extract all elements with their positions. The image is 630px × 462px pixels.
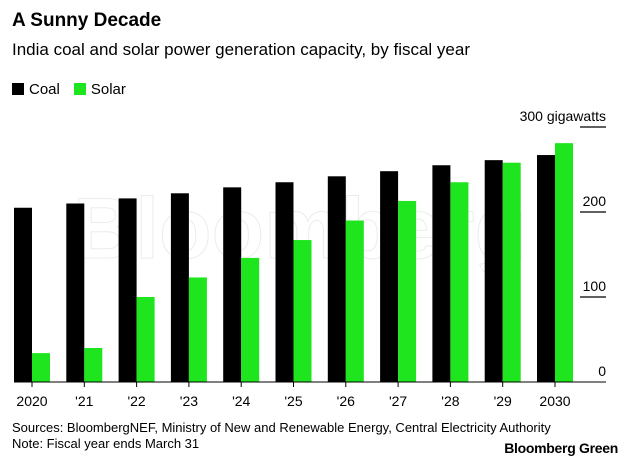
- bar-solar: [555, 143, 573, 382]
- footnotes: Sources: BloombergNEF, Ministry of New a…: [12, 420, 551, 452]
- x-tick-label: '26: [337, 393, 355, 409]
- bar-coal: [14, 207, 32, 382]
- x-tick-label: 2030: [539, 393, 570, 409]
- bar-coal: [432, 165, 451, 382]
- x-tick-label: '25: [284, 393, 302, 409]
- bar-chart: Bloomberg2020'21'22'23'24'25'26'27'28'29…: [14, 108, 607, 409]
- bar-solar: [293, 240, 312, 382]
- legend-solar-label: Solar: [90, 81, 126, 98]
- note: Note: Fiscal year ends March 31: [12, 436, 200, 451]
- bar-coal: [537, 155, 555, 382]
- legend-coal: Coal: [12, 81, 60, 98]
- bar-solar: [84, 348, 103, 382]
- bar-coal: [380, 171, 399, 382]
- bar-solar: [450, 182, 469, 382]
- legend-coal-label: Coal: [29, 81, 60, 98]
- bar-coal: [66, 203, 85, 382]
- bar-solar: [32, 353, 50, 382]
- bar-solar: [502, 162, 521, 382]
- brand-logo: Bloomberg Green: [504, 440, 618, 456]
- x-tick-label: '27: [389, 393, 407, 409]
- bar-coal: [170, 193, 189, 382]
- y-tick-label: 100: [583, 278, 607, 294]
- bar-coal: [118, 198, 137, 382]
- bar-solar: [188, 277, 207, 382]
- x-tick-label: '24: [232, 393, 250, 409]
- x-tick-label: '21: [75, 393, 93, 409]
- bar-coal: [275, 182, 294, 382]
- x-tick-label: '22: [127, 393, 145, 409]
- bar-solar: [345, 220, 364, 382]
- bar-solar: [136, 297, 155, 382]
- bar-coal: [327, 176, 346, 382]
- chart-title: A Sunny Decade: [12, 10, 162, 31]
- legend: Coal Solar: [12, 81, 126, 98]
- legend-solar: Solar: [73, 81, 126, 98]
- sources: Sources: BloombergNEF, Ministry of New a…: [12, 420, 551, 435]
- x-tick-label: '23: [180, 393, 198, 409]
- y-tick-label: 200: [583, 193, 607, 209]
- bar-solar: [241, 257, 260, 382]
- x-tick-label: '29: [494, 393, 512, 409]
- bar-coal: [484, 160, 503, 382]
- y-tick-label: 0: [598, 363, 606, 379]
- chart-subtitle: India coal and solar power generation ca…: [12, 40, 470, 59]
- bar-solar: [398, 200, 417, 382]
- y-tick-label: 300 gigawatts: [520, 108, 606, 124]
- bar-coal: [223, 187, 242, 382]
- x-tick-label: 2020: [16, 393, 47, 409]
- x-tick-label: '28: [441, 393, 459, 409]
